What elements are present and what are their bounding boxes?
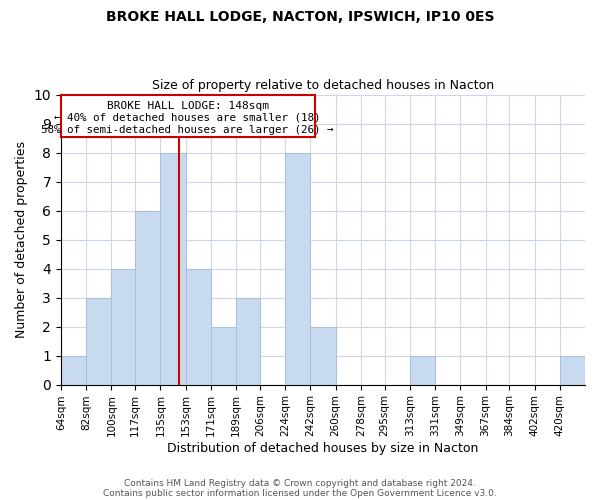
Bar [410, 356, 435, 384]
Text: ← 40% of detached houses are smaller (18): ← 40% of detached houses are smaller (18… [55, 113, 321, 123]
Bar [285, 152, 310, 384]
Bar [236, 298, 260, 384]
Text: 58% of semi-detached houses are larger (26) →: 58% of semi-detached houses are larger (… [41, 125, 334, 135]
Bar [86, 298, 112, 384]
Text: Contains public sector information licensed under the Open Government Licence v3: Contains public sector information licen… [103, 488, 497, 498]
Bar [310, 326, 335, 384]
Bar [185, 268, 211, 384]
Bar [211, 326, 236, 384]
Y-axis label: Number of detached properties: Number of detached properties [15, 141, 28, 338]
Bar [112, 268, 135, 384]
Bar [160, 152, 185, 384]
Bar [135, 210, 160, 384]
Text: BROKE HALL LODGE: 148sqm: BROKE HALL LODGE: 148sqm [107, 100, 269, 110]
Bar [560, 356, 585, 384]
Text: BROKE HALL LODGE, NACTON, IPSWICH, IP10 0ES: BROKE HALL LODGE, NACTON, IPSWICH, IP10 … [106, 10, 494, 24]
Bar [61, 94, 314, 136]
Text: Contains HM Land Registry data © Crown copyright and database right 2024.: Contains HM Land Registry data © Crown c… [124, 478, 476, 488]
Bar [61, 356, 86, 384]
Title: Size of property relative to detached houses in Nacton: Size of property relative to detached ho… [152, 79, 494, 92]
X-axis label: Distribution of detached houses by size in Nacton: Distribution of detached houses by size … [167, 442, 479, 455]
